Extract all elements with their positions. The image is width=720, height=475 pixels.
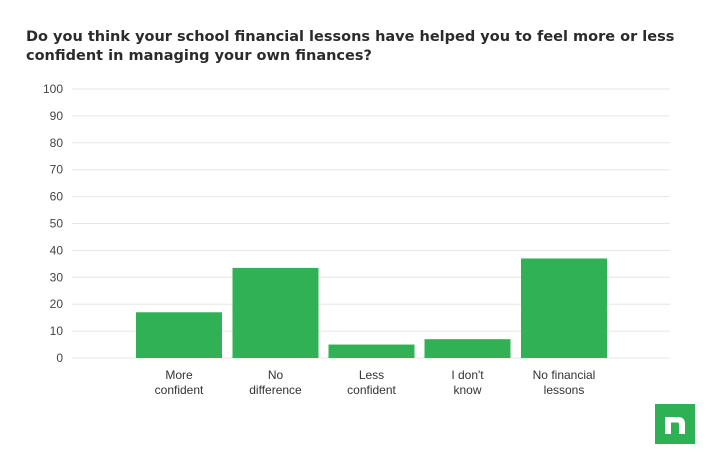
- x-category-label: I don't: [451, 368, 484, 382]
- y-tick-label: 20: [50, 297, 64, 311]
- bars: [136, 258, 607, 358]
- x-category-label: know: [453, 383, 481, 397]
- y-tick-label: 0: [56, 351, 63, 365]
- y-tick-label: 90: [50, 109, 64, 123]
- y-tick-label: 30: [50, 270, 64, 284]
- x-category-label: difference: [249, 383, 302, 397]
- y-tick-label: 40: [50, 243, 64, 257]
- y-tick-label: 100: [43, 82, 63, 96]
- x-category-label: confident: [155, 383, 204, 397]
- x-category-label: lessons: [544, 383, 585, 397]
- x-category-label: No: [268, 368, 284, 382]
- x-category-label: No financial: [533, 368, 596, 382]
- logo-n-icon: [655, 404, 695, 444]
- y-tick-label: 80: [50, 136, 64, 150]
- y-axis-ticks: 0 10 20 30 40 50 60 70 80 90 100: [43, 82, 63, 365]
- logo-n-glyph: [665, 417, 685, 434]
- y-tick-label: 60: [50, 190, 64, 204]
- chart-title-line-2: confident in managing your own finances?: [26, 48, 372, 64]
- x-category-label: Less: [359, 368, 384, 382]
- chart-title-line-1: Do you think your school financial lesso…: [26, 29, 675, 45]
- y-tick-label: 10: [50, 324, 64, 338]
- bar-0: [136, 312, 222, 358]
- x-category-label: confident: [347, 383, 396, 397]
- bar-4: [521, 258, 607, 358]
- x-category-label: More: [165, 368, 193, 382]
- bar-1: [232, 267, 319, 358]
- x-axis-labels: MoreconfidentNodifferenceLessconfidentI …: [155, 368, 596, 397]
- y-tick-label: 70: [50, 163, 64, 177]
- bar-3: [424, 339, 511, 358]
- y-tick-label: 50: [50, 217, 64, 231]
- bar-2: [328, 344, 415, 358]
- chart-title: Do you think your school financial lesso…: [26, 28, 686, 66]
